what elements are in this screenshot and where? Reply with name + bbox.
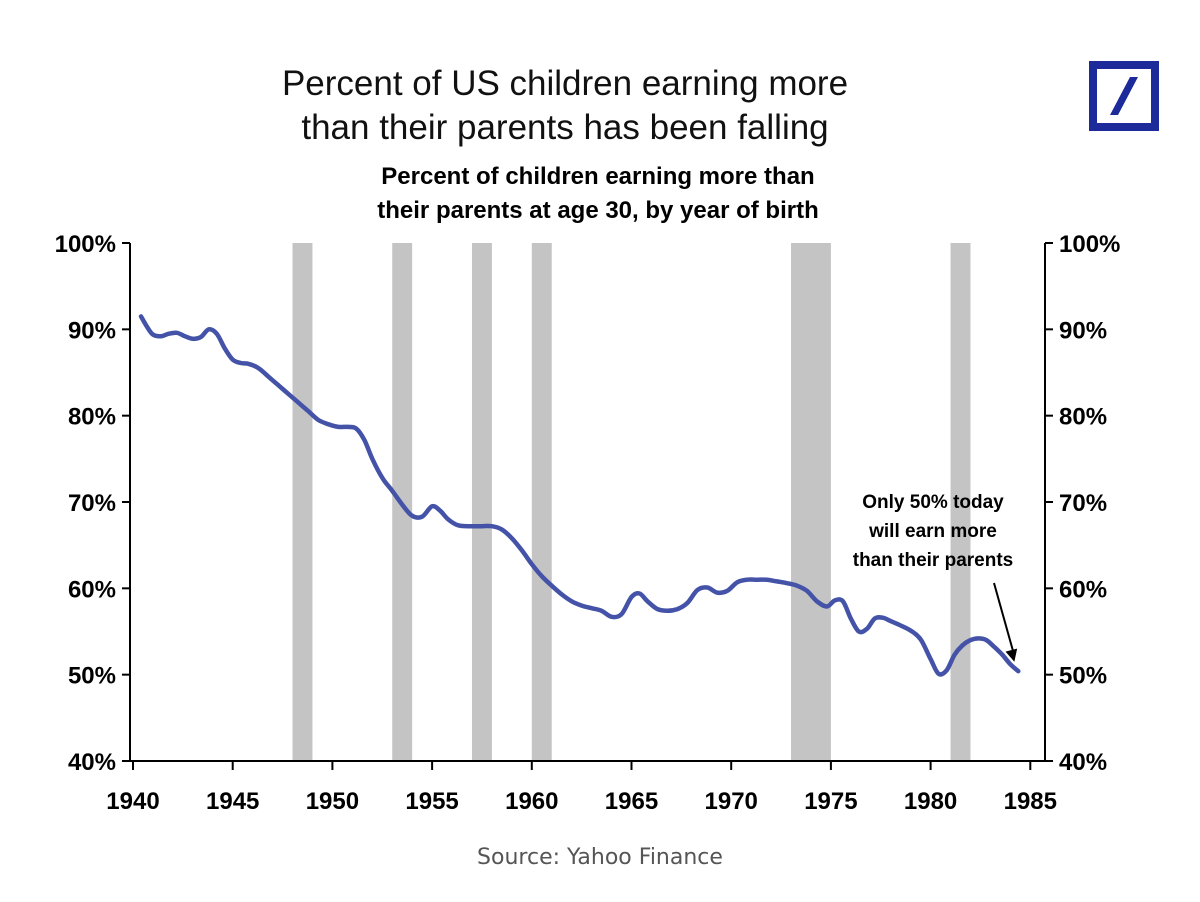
annotation-arrow-line [993,582,1016,656]
y-tick-label-right: 40% [1059,749,1107,776]
recession-band [950,243,971,761]
y-tick-label-left: 60% [68,576,116,603]
subtitle-line-1: Percent of children earning more than [381,163,815,190]
y-tick-label-left: 70% [68,490,116,517]
source-note: Source: Yahoo Finance [477,845,723,870]
x-tick-label: 1960 [505,788,558,815]
y-tick-label-left: 100% [55,231,116,258]
x-tick-label: 1940 [106,788,159,815]
x-tick-label: 1945 [206,788,259,815]
x-tick-label: 1965 [605,788,658,815]
logo-slash [1110,77,1138,115]
annotation-text-line: than their parents [853,550,1013,571]
recession-band [471,243,492,761]
y-tick-label-left: 50% [68,663,116,690]
x-tick-label: 1980 [904,788,957,815]
annotation-text-line: will earn more [868,521,997,542]
y-tick-label-left: 40% [68,749,116,776]
recession-band [531,243,552,761]
logo-frame [1089,61,1159,131]
y-tick-label-left: 80% [68,404,116,431]
y-tick-label-right: 80% [1059,404,1107,431]
series-layer [138,314,1021,677]
annotation-arrow-head [1005,648,1018,662]
x-tick-label: 1975 [804,788,857,815]
annotation-text-line: Only 50% today [862,492,1004,513]
y-tick-label-right: 50% [1059,663,1107,690]
y-tick-label-right: 100% [1059,231,1120,258]
y-tick-label-left: 90% [68,317,116,344]
subtitle-line-2: their parents at age 30, by year of birt… [377,197,819,224]
recession-band [292,243,313,761]
title-line-2: than their parents has been falling [301,108,829,147]
x-tick-label: 1985 [1004,788,1057,815]
y-tick-label-right: 60% [1059,576,1107,603]
series-line [138,314,1021,677]
annotation: Only 50% today will earn more than their p… [853,492,1018,662]
x-tick-label: 1970 [705,788,758,815]
recession-band [791,243,831,761]
title-line-1: Percent of US children earning more [281,64,849,103]
y-tick-label-right: 90% [1059,317,1107,344]
y-tick-label-right: 70% [1059,490,1107,517]
deutsche-bank-logo-icon [1089,61,1159,131]
x-tick-label: 1950 [306,788,359,815]
chart-main-title: Percent of US children earning more than… [165,62,965,150]
chart-axes: 40% 40% 50% 50% 60% 60% 70% 70% 80% 80% 90% 90% 100%… [55,231,1121,815]
chart-subtitle: Percent of children earning more than th… [248,160,948,228]
x-tick-label: 1955 [405,788,458,815]
recession-bands [292,243,971,761]
